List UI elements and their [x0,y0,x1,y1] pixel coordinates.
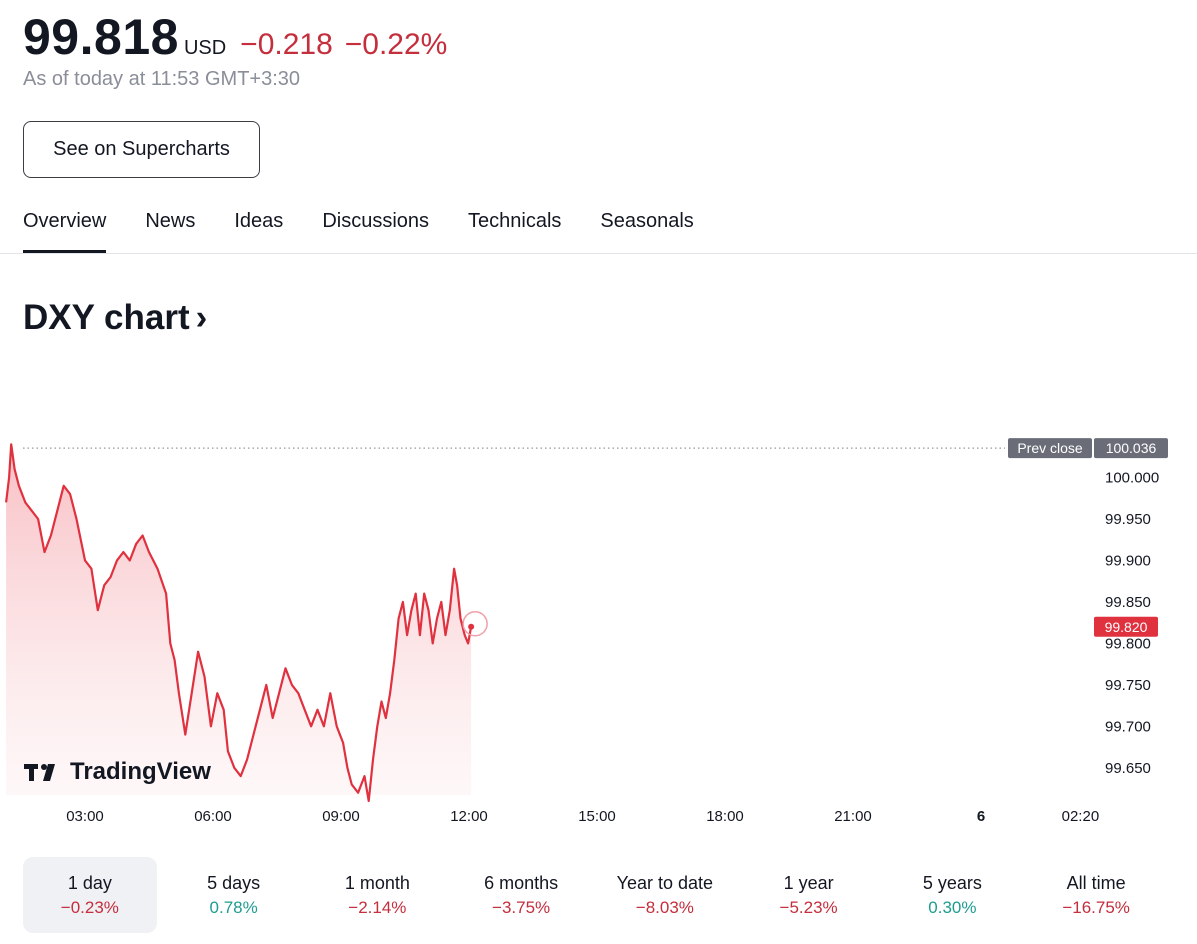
last-point-marker [468,623,475,630]
price-change-percent: −0.22% [344,28,448,61]
y-axis-tick: 99.650 [1105,760,1151,777]
tab-seasonals[interactable]: Seasonals [600,210,694,232]
chevron-right-icon: › [195,298,208,337]
see-on-supercharts-button[interactable]: See on Supercharts [23,121,260,178]
x-axis-tick: 18:00 [706,808,744,825]
x-axis-tick: 12:00 [450,808,488,825]
price-line [5,443,473,803]
period-change: −0.23% [60,897,119,917]
tab-overview[interactable]: Overview [23,210,107,253]
x-axis-tick: 06:00 [194,808,232,825]
period-1-day[interactable]: 1 day −0.23% [23,857,157,933]
period-label: Year to date [616,872,714,893]
period-change: −16.75% [1062,897,1130,917]
tab-news[interactable]: News [145,210,196,232]
tradingview-logo-icon [24,764,55,781]
period-change: −3.75% [492,897,551,917]
period-1-year[interactable]: 1 year −5.23% [742,857,876,933]
tabs-divider [0,253,1197,254]
period-label: 6 months [484,872,559,893]
x-axis-tick: 03:00 [66,808,104,825]
chart-title-link[interactable]: DXY chart › [23,298,207,338]
y-axis-tick: 99.700 [1105,718,1151,735]
tab-discussions[interactable]: Discussions [322,210,430,232]
period-1-month[interactable]: 1 month −2.14% [311,857,445,933]
period-change: −8.03% [635,897,694,917]
y-axis-tick: 99.800 [1105,635,1151,652]
period-all-time[interactable]: All time −16.75% [1029,857,1163,933]
period-change: −5.23% [779,897,838,917]
price-row: 99.818 USD −0.218 −0.22% [23,8,447,66]
tab-ideas[interactable]: Ideas [234,210,284,232]
x-axis-tick: 09:00 [322,808,360,825]
period-change: 0.78% [209,897,258,917]
x-axis-tick: 21:00 [834,808,872,825]
price-chart[interactable]: Prev close 100.036 100.000 99.950 99.900 99.… [0,430,1197,840]
period-label: 1 month [344,872,410,893]
y-axis-tick: 99.950 [1105,511,1151,528]
as-of-timestamp: As of today at 11:53 GMT+3:30 [23,68,301,90]
last-price: 99.818 [23,9,179,65]
price-area-fill [6,444,472,801]
period-change: 0.30% [928,897,977,917]
y-axis-tick: 99.750 [1105,677,1151,694]
prev-close-label-bg [1008,438,1092,459]
chart-title: DXY chart [23,298,190,337]
period-6-months[interactable]: 6 months −3.75% [454,857,588,933]
performance-periods: 1 day −0.23% 5 days 0.78% 1 month −2.14%… [23,857,1173,933]
last-point-halo [462,611,488,637]
currency-label: USD [183,37,227,59]
x-axis-tick: 02:20 [1062,808,1100,825]
period-label: 5 years [922,872,982,893]
y-axis-tick: 99.900 [1105,552,1151,569]
last-value-label: 99.820 [1105,619,1148,635]
x-axis-tick: 6 [977,808,985,825]
period-label: 1 year [783,872,834,893]
period-label: 1 day [67,872,112,893]
period-5-years[interactable]: 5 years 0.30% [886,857,1020,933]
price-change: −0.218 [240,28,333,61]
period-year-to-date[interactable]: Year to date −8.03% [598,857,732,933]
prev-close-label: Prev close [1017,440,1083,456]
period-label: 5 days [207,872,261,893]
y-axis-tick: 100.000 [1105,469,1159,486]
last-value-label-bg [1094,616,1158,637]
tab-technicals[interactable]: Technicals [468,210,562,232]
prev-close-value: 100.036 [1106,440,1157,456]
period-label: All time [1066,872,1126,893]
symbol-tabs: Overview News Ideas Discussions Technica… [23,210,694,253]
prev-close-value-bg [1094,438,1168,459]
period-change: −2.14% [348,897,407,917]
y-axis-tick: 99.850 [1105,594,1151,611]
x-axis-tick: 15:00 [578,808,616,825]
period-5-days[interactable]: 5 days 0.78% [167,857,301,933]
watermark-brand: TradingView [70,758,211,785]
tradingview-watermark: TradingView [24,758,211,786]
